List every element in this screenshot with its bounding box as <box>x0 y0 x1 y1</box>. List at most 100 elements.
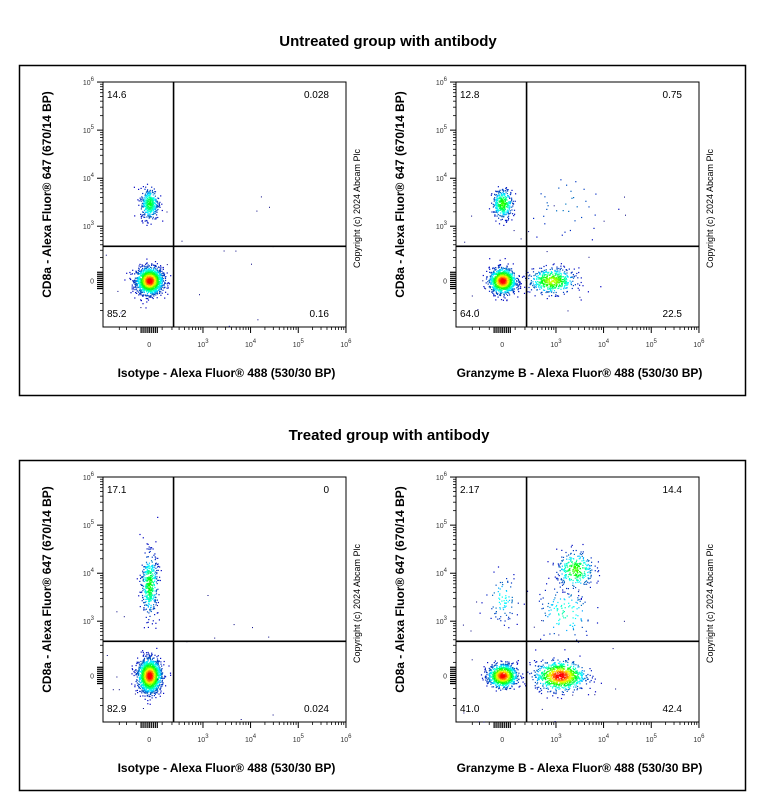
event-dot <box>502 209 504 211</box>
event-dot <box>489 278 491 280</box>
event-dot <box>551 276 553 278</box>
event-dot <box>146 210 148 212</box>
event-dot <box>482 274 484 277</box>
event-dot <box>145 282 147 284</box>
event-dot <box>156 286 158 289</box>
event-dot <box>549 286 551 288</box>
event-dot <box>595 193 597 195</box>
event-dot <box>147 291 149 293</box>
event-dot <box>498 282 500 284</box>
event-dot <box>588 206 590 208</box>
event-dot <box>159 281 161 283</box>
event-dot <box>144 220 146 222</box>
event-dot <box>540 281 542 283</box>
event-dot <box>152 290 154 292</box>
event-dot <box>499 292 502 294</box>
event-dot <box>550 281 553 283</box>
event-dot <box>551 285 554 287</box>
event-dot <box>151 186 153 188</box>
event-dot <box>594 214 596 216</box>
event-dot <box>136 676 138 678</box>
event-dot <box>498 192 500 194</box>
event-dot <box>142 650 144 652</box>
event-dot <box>498 279 500 281</box>
event-dot <box>161 285 163 287</box>
event-dot <box>152 660 154 662</box>
event-dot <box>154 266 156 268</box>
event-dot <box>142 286 144 288</box>
event-dot <box>141 286 143 288</box>
event-dot <box>493 278 495 280</box>
event-dot <box>153 283 155 285</box>
event-dot <box>506 291 508 293</box>
event-dot <box>146 272 148 274</box>
event-dot <box>488 266 490 268</box>
event-dot <box>153 198 155 200</box>
event-dot <box>141 294 143 297</box>
event-dot <box>502 268 504 270</box>
event-dot <box>155 265 157 267</box>
event-dot <box>559 270 561 272</box>
event-dot <box>154 291 156 293</box>
event-dot <box>150 289 152 291</box>
event-dot <box>555 286 558 288</box>
event-dot <box>147 196 149 198</box>
event-dot <box>509 197 511 199</box>
event-dot <box>555 274 557 276</box>
event-dot <box>161 273 163 275</box>
event-dot <box>551 287 553 289</box>
event-dot <box>155 276 157 278</box>
event-dot <box>501 279 503 281</box>
event-dot <box>545 283 547 286</box>
event-dot <box>506 213 508 215</box>
event-dot <box>541 280 544 282</box>
event-dot <box>573 275 575 277</box>
event-dot <box>551 268 553 270</box>
event-dot <box>498 223 501 225</box>
event-dot <box>161 270 163 272</box>
event-dot <box>547 205 549 207</box>
event-dot <box>491 211 493 213</box>
event-dot <box>503 196 505 198</box>
event-dot <box>528 275 530 277</box>
event-dot <box>545 277 547 279</box>
event-dot <box>566 287 568 289</box>
event-dot <box>515 282 517 284</box>
event-dot <box>148 273 150 275</box>
event-dot <box>138 280 140 282</box>
event-dot <box>549 282 552 284</box>
event-dot <box>151 695 153 697</box>
event-dot <box>535 284 537 286</box>
event-dot <box>156 289 158 291</box>
event-dot <box>559 285 561 287</box>
event-dot <box>155 277 157 280</box>
event-dot <box>158 287 160 289</box>
event-dot <box>141 269 143 271</box>
event-dot <box>505 203 507 205</box>
event-dot <box>154 270 156 272</box>
event-dot <box>492 283 494 285</box>
event-dot <box>552 277 555 279</box>
event-dot <box>152 286 154 288</box>
event-dot <box>511 198 513 201</box>
event-dot <box>534 274 536 276</box>
event-dot <box>147 295 149 297</box>
event-dot <box>149 287 151 289</box>
event-dot <box>560 277 562 279</box>
event-dot <box>139 292 141 294</box>
event-dot <box>495 279 498 281</box>
event-dot <box>552 284 554 286</box>
event-dot <box>552 288 554 290</box>
event-dot <box>503 214 506 216</box>
event-dot <box>499 206 501 208</box>
event-dot <box>544 196 546 198</box>
event-dot <box>152 218 154 220</box>
event-dot <box>499 282 501 284</box>
event-dot <box>149 270 151 272</box>
event-dot <box>546 284 548 286</box>
event-dot <box>506 193 508 195</box>
event-dot <box>500 283 502 285</box>
event-dot <box>492 286 494 288</box>
event-dot <box>150 287 152 289</box>
